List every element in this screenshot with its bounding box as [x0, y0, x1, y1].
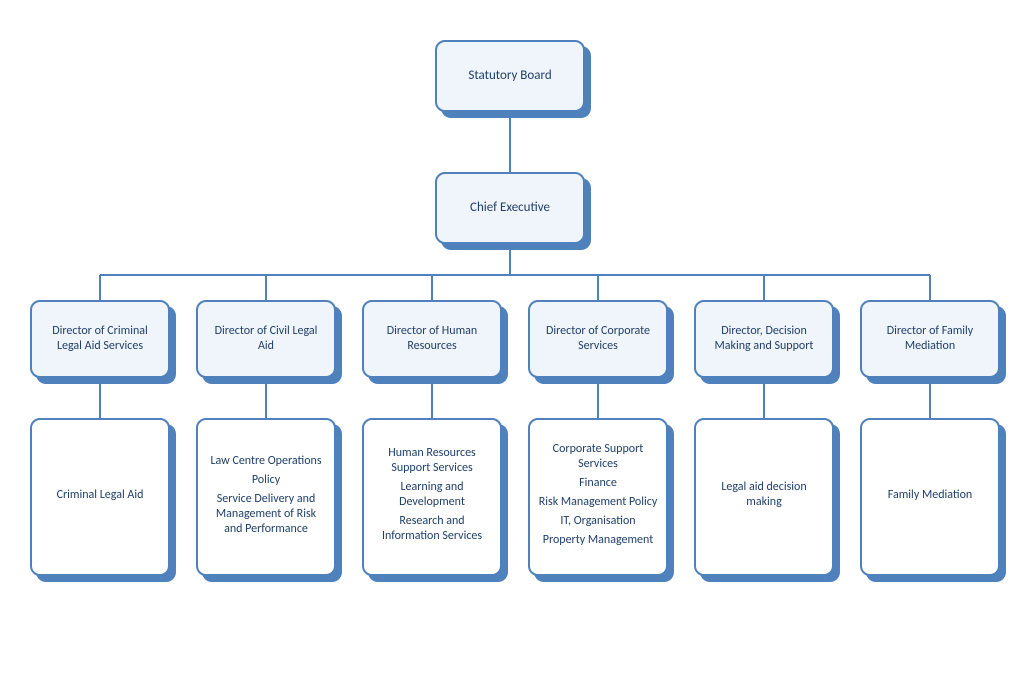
node-label: Statutory Board	[468, 68, 551, 84]
node-label: Director of Family Mediation	[870, 324, 990, 354]
node-label: Chief Executive	[470, 200, 550, 216]
node-detail: Criminal Legal Aid	[30, 418, 170, 576]
node-statutory-board: Statutory Board	[435, 40, 585, 112]
detail-line: Learning and Development	[372, 480, 492, 510]
detail-line: Legal aid decision making	[704, 480, 824, 510]
node-director: Director of Civil Legal Aid	[196, 300, 336, 378]
node-director: Director of Human Resources	[362, 300, 502, 378]
detail-line: Corporate Support Services	[538, 442, 658, 472]
detail-line: IT, Organisation	[560, 514, 635, 529]
detail-line: Law Centre Operations	[210, 454, 321, 469]
node-chief-executive: Chief Executive	[435, 172, 585, 244]
node-label: Director, Decision Making and Support	[704, 324, 824, 354]
detail-line: Service Delivery and Management of Risk …	[206, 492, 326, 537]
node-detail: Corporate Support Services Finance Risk Ma…	[528, 418, 668, 576]
detail-line: Finance	[579, 476, 617, 491]
detail-line: Family Mediation	[888, 488, 972, 503]
node-director: Director of Corporate Services	[528, 300, 668, 378]
detail-line: Policy	[252, 473, 280, 488]
node-label: Director of Corporate Services	[538, 324, 658, 354]
node-director: Director, Decision Making and Support	[694, 300, 834, 378]
node-detail: Legal aid decision making	[694, 418, 834, 576]
detail-line: Human Resources Support Services	[372, 446, 492, 476]
node-director: Director of Criminal Legal Aid Services	[30, 300, 170, 378]
detail-line: Criminal Legal Aid	[57, 488, 144, 503]
node-detail: Human Resources Support Services Learning…	[362, 418, 502, 576]
node-director: Director of Family Mediation	[860, 300, 1000, 378]
detail-line: Property Management	[543, 533, 654, 548]
node-label: Director of Human Resources	[372, 324, 492, 354]
node-label: Director of Civil Legal Aid	[206, 324, 326, 354]
node-detail: Family Mediation	[860, 418, 1000, 576]
detail-line: Research and Information Services	[372, 514, 492, 544]
detail-line: Risk Management Policy	[539, 495, 658, 510]
node-label: Director of Criminal Legal Aid Services	[40, 324, 160, 354]
node-detail: Law Centre Operations Policy Service Deliv…	[196, 418, 336, 576]
